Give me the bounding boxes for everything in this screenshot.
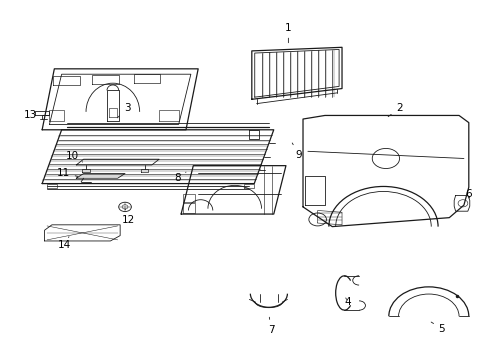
Text: 1: 1 xyxy=(285,23,291,43)
Text: 11: 11 xyxy=(57,168,78,178)
Text: 7: 7 xyxy=(267,317,274,335)
Text: 4: 4 xyxy=(344,297,350,307)
Text: 6: 6 xyxy=(465,189,471,199)
Text: 5: 5 xyxy=(430,322,445,334)
Text: 14: 14 xyxy=(58,237,71,250)
Text: 9: 9 xyxy=(292,143,302,160)
Text: 13: 13 xyxy=(24,110,49,120)
Text: 3: 3 xyxy=(117,103,130,118)
Text: 2: 2 xyxy=(387,103,402,117)
Text: 8: 8 xyxy=(174,172,185,183)
Text: 10: 10 xyxy=(66,150,82,162)
Text: 12: 12 xyxy=(122,209,135,225)
